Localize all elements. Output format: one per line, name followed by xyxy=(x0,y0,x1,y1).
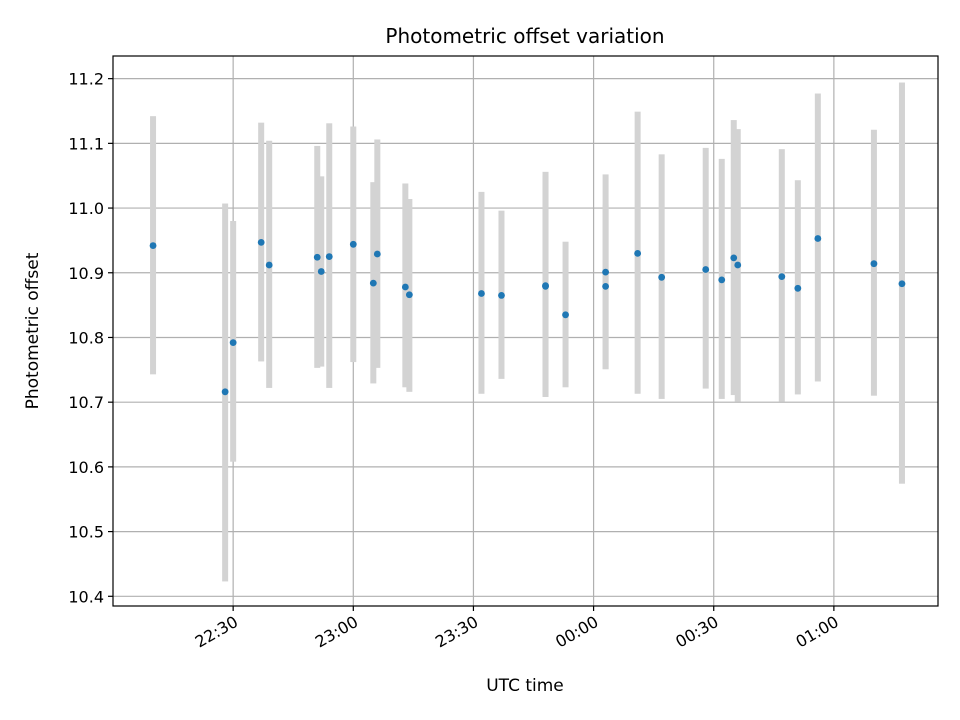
chart-title: Photometric offset variation xyxy=(385,24,664,48)
y-tick-label: 11.2 xyxy=(68,70,104,89)
x-axis-title: UTC time xyxy=(486,676,564,696)
plot-area-background xyxy=(113,56,938,606)
y-tick-label: 10.9 xyxy=(68,264,104,283)
data-point xyxy=(229,339,237,347)
data-point xyxy=(794,284,802,292)
data-point xyxy=(221,388,229,396)
data-point xyxy=(870,260,878,268)
data-point xyxy=(814,235,822,242)
data-point xyxy=(325,253,333,260)
y-tick-label: 10.4 xyxy=(68,587,104,606)
data-point xyxy=(313,253,321,261)
data-point xyxy=(898,280,906,288)
data-point xyxy=(602,282,609,290)
data-point xyxy=(401,283,409,291)
data-point xyxy=(478,290,485,297)
data-point xyxy=(602,268,609,276)
plot-frame xyxy=(112,55,939,607)
y-tick-label: 11.0 xyxy=(68,199,104,218)
data-point xyxy=(373,250,381,258)
data-point xyxy=(730,254,738,262)
data-point xyxy=(562,311,569,319)
data-point xyxy=(702,266,710,273)
data-point xyxy=(634,249,642,257)
data-point xyxy=(317,268,325,275)
y-axis-title: Photometric offset xyxy=(23,252,43,409)
data-point xyxy=(405,291,413,299)
data-point xyxy=(149,242,157,249)
data-point xyxy=(257,238,265,246)
y-axis: 10.4 10.5 10.6 10.7 10.8 10.9 11.0 11.1 11.2 xyxy=(68,70,113,606)
data-point xyxy=(718,276,726,284)
y-tick-label: 10.5 xyxy=(68,523,104,542)
data-point xyxy=(778,273,786,281)
y-tick-label: 11.1 xyxy=(68,134,104,153)
y-tick-label: 10.7 xyxy=(68,393,104,412)
data-points xyxy=(149,235,906,396)
data-point xyxy=(542,282,549,290)
data-point xyxy=(658,273,666,281)
data-point xyxy=(498,292,505,299)
data-point xyxy=(734,261,742,269)
data-point xyxy=(265,261,273,269)
data-point xyxy=(349,240,357,248)
data-point xyxy=(369,279,377,287)
y-tick-label: 10.8 xyxy=(68,328,104,347)
y-tick-label: 10.6 xyxy=(68,458,104,477)
